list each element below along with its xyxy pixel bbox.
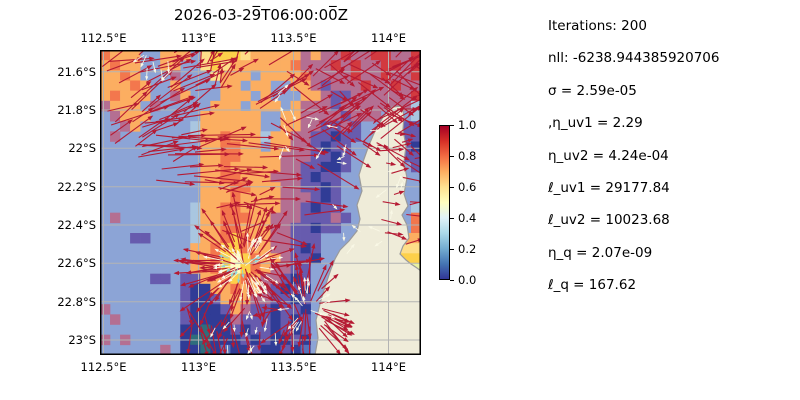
stat-line-0: Iterations: 200 (548, 18, 647, 34)
land-polygon (314, 105, 421, 355)
colorbar-tick-label: 0.4 (458, 211, 477, 225)
colorbar-tick-label: 1.0 (458, 118, 477, 132)
colorbar-tick-label: 0.0 (458, 273, 477, 287)
map-layers (100, 50, 421, 355)
map-canvas (100, 50, 421, 355)
stat-line-5: ℓ_uv1 = 29177.84 (548, 180, 670, 196)
y-tick-7: 23°S (68, 333, 96, 347)
colorbar-tick (450, 218, 454, 219)
stat-line-8: ℓ_q = 167.62 (548, 277, 637, 294)
graticule-gridlines (100, 50, 421, 355)
colorbar-tick (450, 280, 454, 281)
quiver-arrows (101, 50, 421, 355)
x-tick-bottom-3: 114°E (371, 360, 406, 374)
stat-line-3: ,η_uv1 = 2.29 (548, 115, 643, 132)
x-tick-bottom-0: 112.5°E (80, 360, 127, 374)
y-tick-1: 21.8°S (57, 103, 96, 117)
y-tick-0: 21.6°S (57, 64, 96, 79)
x-tick-top-0: 112.5°E (80, 31, 127, 45)
y-tick-6: 22.8°S (57, 294, 96, 309)
stat-line-1: nll: -6238.944385920706 (548, 50, 720, 67)
colorbar-tick (450, 187, 454, 188)
plot-title: 2026-03-29̅T06:00:00̅Z (174, 6, 348, 24)
colorbar-tick (450, 125, 454, 126)
y-tick-2: 22°S (68, 141, 96, 156)
x-tick-top-3: 114°E (371, 31, 406, 45)
x-tick-top-1: 113°E (181, 31, 216, 45)
colorbar-tick-label: 0.6 (458, 180, 477, 194)
x-tick-bottom-2: 113.5°E (270, 360, 317, 374)
colorbar-tick (450, 156, 454, 157)
stat-line-2: σ = 2.59e-05 (548, 82, 637, 99)
stat-line-7: η_q = 2.07e-09 (548, 244, 653, 261)
stat-line-6: ℓ_uv2 = 10023.68 (548, 212, 670, 229)
colorbar-tick (450, 249, 454, 250)
y-tick-3: 22.2°S (57, 179, 96, 194)
x-tick-bottom-1: 113°E (181, 360, 216, 374)
colorbar-tick-label: 0.8 (458, 149, 477, 163)
axes-border (100, 50, 421, 355)
stat-line-4: η_uv2 = 4.24e-04 (548, 147, 669, 164)
y-tick-4: 22.4°S (57, 218, 96, 232)
x-tick-top-2: 113.5°E (270, 31, 317, 45)
colorbar (439, 125, 450, 280)
colorbar-tick-label: 0.2 (458, 242, 477, 256)
map-plot-area (100, 50, 421, 355)
y-tick-5: 22.6°S (57, 256, 96, 271)
